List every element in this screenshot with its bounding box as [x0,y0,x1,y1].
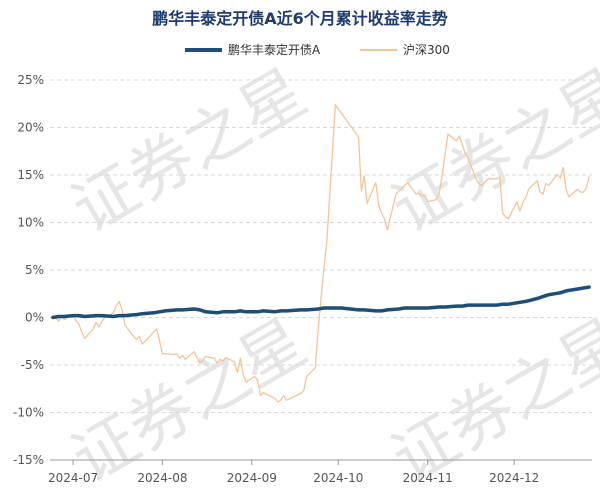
x-tick-label: 2024-09 [227,471,277,485]
x-tick-label: 2024-12 [489,471,539,485]
y-tick-label: 15% [17,168,44,182]
x-tick-label: 2024-10 [313,471,363,485]
series-lines [51,104,591,403]
series-line-fund [51,285,591,320]
x-tick-label: 2024-07 [48,471,98,485]
y-tick-label: 10% [17,216,44,230]
legend: 鹏华丰泰定开债A 沪深300 [185,42,450,57]
legend-label-index: 沪深300 [403,43,450,57]
y-tick-label: -15% [13,453,44,467]
y-axis: 25% 20% 15% 10% 5% 0% -5% -10% -15% [13,73,44,467]
y-tick-label: -10% [13,406,44,420]
x-axis: 2024-07 2024-08 2024-09 2024-10 2024-11 2024-… [48,459,592,485]
watermark-text: 证券之星 [60,56,319,248]
x-tick-label: 2024-08 [137,471,187,485]
y-tick-label: 0% [25,311,44,325]
y-tick-label: 25% [17,73,44,87]
chart-title: 鹏华丰泰定开债A近6个月累计收益率走势 [152,9,448,28]
series-line-index [52,104,590,403]
y-tick-label: 5% [25,263,44,277]
x-tick-label: 2024-11 [403,471,453,485]
legend-label-fund: 鹏华丰泰定开债A [228,42,321,57]
watermark-text: 证券之星 [380,56,600,248]
watermark-text: 证券之星 [380,306,600,495]
y-tick-label: -5% [21,358,44,372]
y-tick-label: 20% [17,121,44,135]
